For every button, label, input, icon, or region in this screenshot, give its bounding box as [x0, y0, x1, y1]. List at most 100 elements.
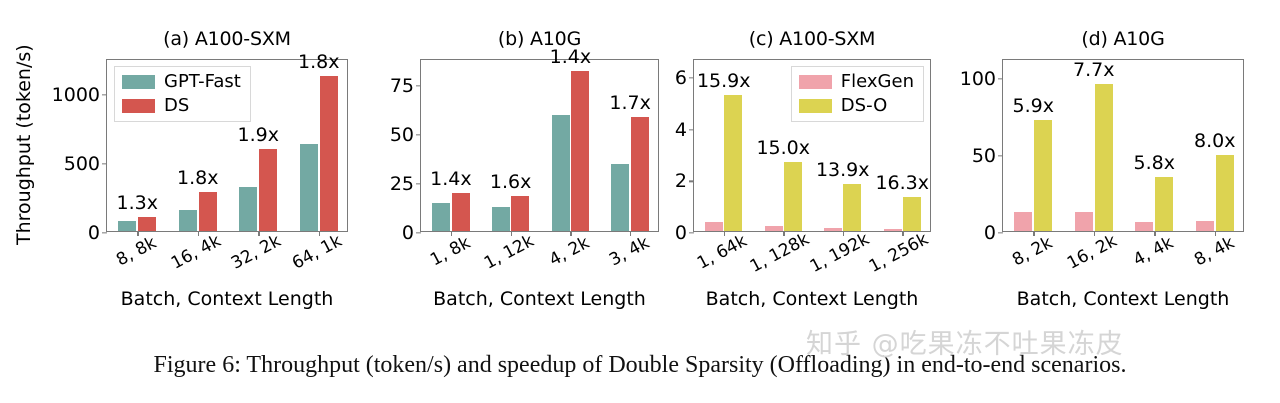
speedup-annotation: 13.9x	[815, 159, 870, 182]
y-tick-mark	[998, 155, 1003, 157]
panel-title-d: (d) A10G	[1081, 28, 1165, 50]
x-tick-label: 1, 8k	[426, 232, 474, 271]
bar-ds-o: 5.9x	[1013, 95, 1054, 231]
speedup-annotation: 15.9x	[696, 70, 751, 93]
x-tick-mark	[450, 231, 453, 236]
x-tick-label: 1, 192k	[806, 229, 873, 277]
x-tick-label: 4, 2k	[546, 232, 594, 271]
x-tick-mark	[137, 231, 139, 236]
y-tick-label: 0	[401, 222, 414, 244]
bar-gpt-fast	[432, 202, 451, 231]
bar-ds: 1.4x	[430, 168, 472, 231]
x-tick-label: 8, 8k	[113, 232, 161, 271]
y-tick-mark	[689, 232, 694, 234]
y-tick-mark	[416, 232, 421, 234]
bar-ds: 1.7x	[609, 92, 651, 231]
plot-area-a: 0 500 1000 1.3x 8, 8k 1.8x 16, 4k 1.9x 32, 2k 1.8…	[52, 51, 348, 274]
bar-group: 7.7x 16, 2k	[1064, 58, 1125, 274]
y-axis-label: Throughput (token/s)	[13, 43, 35, 245]
speedup-annotation: 16.3x	[875, 171, 930, 194]
plot-area-d: 0 50 100 5.9x 8, 2k 7.7x 16, 2k 5.8x 4, 4k 8.0x 8,…	[960, 58, 1244, 274]
bar-group: 1.3x 8, 8k	[107, 60, 168, 270]
legend-label: GPT-Fast	[164, 71, 241, 92]
legend-item-ds-o[interactable]: DS-O	[798, 95, 914, 116]
speedup-annotation: 5.9x	[1012, 94, 1054, 117]
legend-item-flexgen[interactable]: FlexGen	[798, 71, 914, 92]
x-tick-mark	[510, 231, 512, 236]
x-tick-mark	[842, 231, 845, 236]
x-axis-label-d: Batch, Context Length	[1016, 288, 1230, 310]
y-tick-mark	[416, 84, 421, 87]
y-tick-label: 4	[674, 118, 687, 141]
bar-group: 1.4x 4, 2k	[541, 46, 601, 271]
bar-ds: 1.9x	[238, 124, 279, 231]
bar-ds: 1.3x	[117, 192, 158, 231]
x-tick-label: 16, 2k	[1063, 231, 1121, 274]
x-tick-label: 8, 2k	[1009, 232, 1057, 271]
x-axis-label-b: Batch, Context Length	[433, 288, 646, 310]
x-tick-label: 3, 4k	[606, 232, 653, 271]
legend-c[interactable]: FlexGen DS-O	[790, 66, 924, 122]
bar-flexgen	[705, 222, 723, 231]
y-tick-label: 1000	[51, 83, 100, 106]
bar-group: 16.3x 1, 256k	[866, 60, 933, 277]
x-tick-label: 4, 4k	[1130, 232, 1178, 271]
legend-a[interactable]: GPT-Fast DS	[114, 66, 251, 122]
legend-label: DS-O	[840, 95, 888, 116]
bar-gpt-fast	[491, 207, 510, 231]
bar-ds: 1.4x	[550, 46, 591, 231]
speedup-annotation: 1.3x	[116, 192, 158, 215]
x-tick-mark	[902, 231, 904, 236]
legend-label: FlexGen	[840, 71, 914, 92]
legend-swatch-icon	[122, 99, 155, 113]
x-tick-label: 1, 64k	[693, 231, 751, 274]
y-tick-mark	[416, 134, 421, 136]
bar-gpt-fast	[239, 186, 258, 231]
y-tick-mark	[689, 180, 694, 182]
speedup-annotation: 15.0x	[756, 136, 811, 159]
y-tick-label: 500	[63, 152, 100, 175]
bar-group: 1.4x 1, 8k	[421, 60, 481, 271]
x-tick-mark	[318, 231, 321, 236]
bar-flexgen	[824, 227, 842, 231]
legend-item-gpt-fast[interactable]: GPT-Fast	[122, 73, 241, 91]
bar-flexgen	[1014, 212, 1033, 231]
y-tick-label: 2	[674, 170, 687, 193]
y-tick-label: 0	[87, 222, 100, 244]
x-tick-label: 16, 4k	[167, 231, 225, 274]
y-tick-mark	[689, 129, 694, 131]
speedup-annotation: 1.4x	[549, 45, 592, 68]
legend-swatch-icon	[798, 75, 832, 89]
bar-flexgen	[764, 226, 783, 231]
speedup-annotation: 7.7x	[1073, 58, 1115, 81]
y-tick-mark	[998, 232, 1003, 234]
speedup-annotation: 1.9x	[237, 124, 279, 147]
legend-item-ds[interactable]: DS	[122, 97, 241, 115]
y-tick-label: 0	[674, 222, 687, 244]
bar-ds: 1.8x	[298, 51, 339, 231]
bar-group: 15.9x 1, 64k	[694, 60, 754, 273]
x-tick-mark	[723, 231, 726, 236]
x-tick-label: 64, 1k	[288, 231, 346, 274]
x-axis-label-c: Batch, Context Length	[705, 288, 919, 310]
legend-swatch-icon	[798, 99, 832, 113]
bar-flexgen	[1074, 211, 1093, 231]
bar-group: 5.9x 8, 2k	[1003, 60, 1064, 271]
x-tick-mark	[197, 231, 200, 236]
x-tick-mark	[1093, 231, 1096, 236]
x-tick-label: 32, 2k	[228, 231, 285, 274]
bar-group: 5.8x 4, 4k	[1124, 60, 1185, 270]
bar-group: 13.9x 1, 192k	[807, 60, 873, 277]
bar-gpt-fast	[299, 143, 318, 231]
bar-flexgen	[883, 228, 902, 231]
x-tick-label: 8, 4k	[1190, 232, 1238, 271]
bar-ds-o: 5.8x	[1134, 152, 1175, 231]
panel-title-c: (c) A100-SXM	[748, 28, 876, 50]
y-tick-mark	[102, 93, 107, 96]
x-tick-mark	[570, 231, 572, 236]
y-tick-mark	[102, 232, 107, 234]
watermark-text: 知乎 @吃果冻不吐果冻皮	[806, 329, 1124, 360]
bar-group: 1.8x 16, 4k	[168, 60, 229, 274]
bar-group: 1.9x 32, 2k	[228, 60, 289, 273]
